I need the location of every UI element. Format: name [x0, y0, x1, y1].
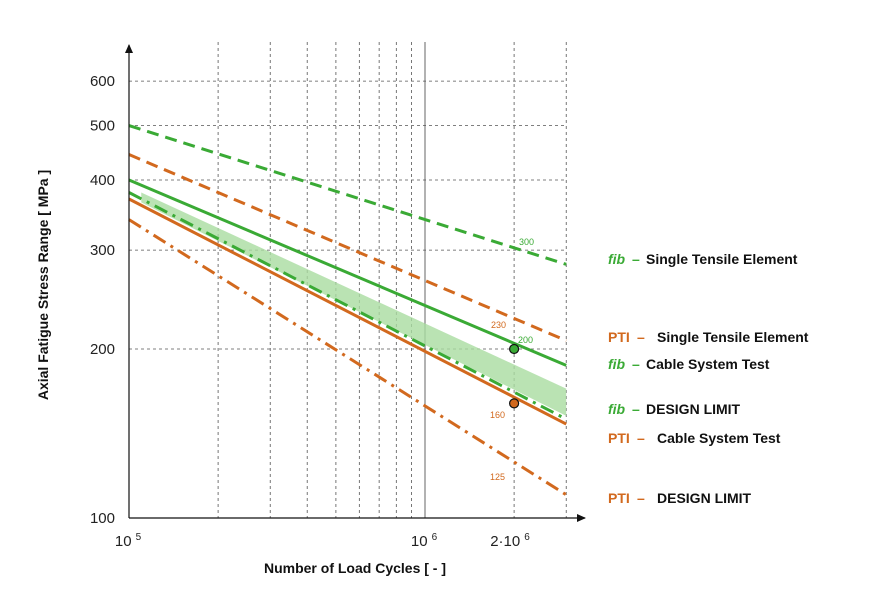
legend-prefix: PTI	[608, 329, 630, 345]
fib-design-limit-line	[128, 191, 567, 421]
design-band	[141, 192, 567, 416]
legend-label: DESIGN LIMIT	[646, 401, 741, 417]
legend-dash: –	[632, 356, 640, 372]
legend-prefix: PTI	[608, 490, 630, 506]
green-marker	[509, 343, 520, 355]
grid	[129, 42, 567, 518]
x-tick-label: 10 5	[115, 532, 142, 550]
y-tick-label: 200	[90, 341, 115, 358]
shaded-band	[141, 192, 567, 416]
legend-label: Single Tensile Element	[657, 329, 809, 345]
orange-marker	[509, 398, 520, 409]
legend-dash: –	[632, 401, 640, 417]
legend-prefix: PTI	[608, 430, 630, 446]
fib-single-tensile-element-line	[128, 124, 567, 266]
markers	[509, 343, 520, 409]
legend-label: Cable System Test	[657, 430, 781, 446]
axes: 100 200 300 400 500 600 10 5 10 6 2·10 6	[90, 44, 586, 550]
y-tick-label: 500	[90, 118, 115, 135]
pti-cable-system-test-line	[128, 197, 567, 426]
legend-label: Single Tensile Element	[646, 251, 798, 267]
value-label: 230	[491, 320, 506, 330]
x-axis-arrow	[577, 514, 586, 522]
legend-label: Cable System Test	[646, 356, 770, 372]
y-tick-label: 400	[90, 172, 115, 189]
value-label: 200	[518, 335, 533, 345]
legend-entry: PTI – Single Tensile Element	[608, 329, 809, 345]
value-label: 160	[490, 410, 505, 420]
y-axis-arrow	[125, 44, 133, 53]
series-lines	[128, 124, 568, 497]
legend-prefix: fib	[608, 401, 626, 417]
pti-single-tensile-element-line	[128, 153, 567, 342]
legend-prefix: fib	[608, 251, 626, 267]
y-axis-title: Axial Fatigue Stress Range [ MPa ]	[35, 170, 51, 400]
y-tick-label: 100	[90, 510, 115, 527]
legend-dash: –	[637, 430, 645, 446]
value-annotations: 300 230 200 160 125	[490, 237, 534, 482]
fib-cable-system-test-line	[128, 178, 567, 367]
legend-dash: –	[637, 329, 645, 345]
y-tick-label: 300	[90, 242, 115, 259]
legend-dash: –	[637, 490, 645, 506]
x-tick-label: 2·10 6	[490, 532, 530, 550]
value-label: 300	[519, 237, 534, 247]
legend-entry: fib – Single Tensile Element	[608, 251, 798, 267]
axis-titles: Number of Load Cycles [ - ] Axial Fatigu…	[35, 170, 446, 576]
x-axis-title: Number of Load Cycles [ - ]	[264, 560, 446, 576]
value-label: 125	[490, 472, 505, 482]
legend-entry: PTI – DESIGN LIMIT	[608, 490, 752, 506]
legend-entry: PTI – Cable System Test	[608, 430, 781, 446]
legend-label: DESIGN LIMIT	[657, 490, 752, 506]
pti-design-limit-line	[128, 218, 568, 497]
x-tick-label: 10 6	[411, 532, 438, 550]
y-tick-label: 600	[90, 73, 115, 90]
legend-prefix: fib	[608, 356, 626, 372]
legend-dash: –	[632, 251, 640, 267]
legend-entry: fib – DESIGN LIMIT	[608, 401, 741, 417]
legend-entry: fib – Cable System Test	[608, 356, 770, 372]
